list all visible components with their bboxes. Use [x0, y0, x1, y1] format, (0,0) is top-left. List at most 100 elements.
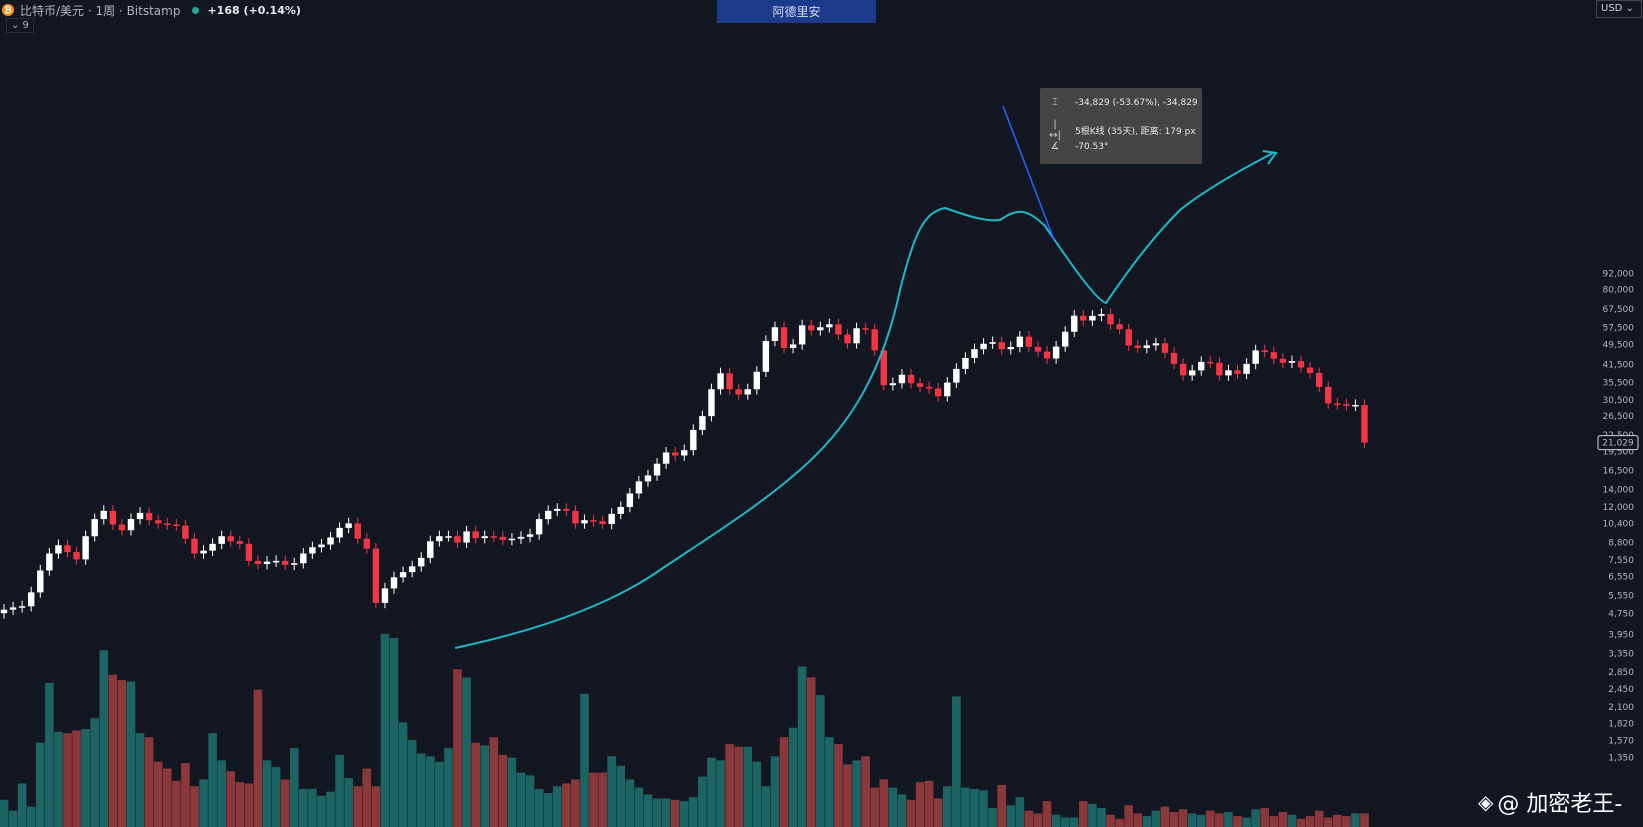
- price-axis[interactable]: 1,350 1,570 1,820 2,100 2,450 2,850 3,350 3,950…: [1597, 269, 1639, 764]
- volume-bar: [435, 761, 444, 827]
- volume-bar: [480, 745, 490, 827]
- candle-body: [55, 545, 62, 554]
- candle: [481, 530, 488, 544]
- volume-bar: [834, 744, 843, 827]
- volume-bar: [743, 746, 753, 827]
- candle: [399, 566, 407, 583]
- volume-bar: [616, 765, 626, 827]
- candle-body: [136, 512, 144, 520]
- candle-body: [408, 566, 416, 573]
- candle-body: [989, 342, 996, 344]
- candle: [164, 517, 171, 530]
- volume-bar: [1332, 814, 1342, 827]
- candle-body: [1152, 343, 1160, 346]
- volume-bar: [226, 771, 236, 827]
- volume-bar: [416, 753, 426, 827]
- volume-bar: [734, 746, 743, 827]
- candle-body: [617, 506, 624, 514]
- volume-bar: [1151, 810, 1161, 827]
- indicator-toggle-button[interactable]: ⌄ 9: [6, 18, 34, 33]
- candle: [808, 319, 815, 336]
- candle: [1016, 331, 1024, 353]
- volume-bar: [933, 798, 943, 827]
- candle-body: [427, 541, 434, 558]
- volume-bar: [235, 782, 245, 827]
- volume-bar: [924, 780, 934, 827]
- volume-bar: [534, 788, 544, 827]
- candle: [91, 513, 98, 542]
- symbol-title[interactable]: 比特币/美元 · 1周 · Bitstamp: [20, 3, 181, 18]
- candle-body: [1343, 404, 1350, 406]
- candle: [545, 505, 552, 525]
- candle: [472, 525, 479, 544]
- candle: [1198, 356, 1205, 376]
- cyan-path-drawing[interactable]: [454, 151, 1276, 649]
- candle: [427, 535, 434, 564]
- volume-bar: [1351, 813, 1360, 827]
- candle: [209, 538, 216, 556]
- candle-body: [554, 508, 561, 511]
- candle: [1225, 364, 1232, 381]
- candle-body: [28, 592, 35, 607]
- volume-bar: [8, 810, 18, 827]
- candle-body: [944, 382, 951, 397]
- candle: [635, 475, 643, 499]
- volume-bar: [1269, 816, 1279, 827]
- candle: [127, 513, 135, 536]
- candle: [1261, 344, 1268, 358]
- volume-bar: [761, 786, 771, 827]
- candle-body: [1043, 351, 1051, 359]
- volume-bar: [707, 757, 716, 827]
- candle: [372, 542, 380, 609]
- market-status-dot: [192, 6, 200, 14]
- candle: [1315, 367, 1323, 393]
- candle: [272, 555, 280, 567]
- candle-body: [789, 344, 797, 348]
- candle-body: [971, 349, 978, 358]
- y-tick-label: 1,820: [1608, 719, 1634, 729]
- candle: [662, 446, 670, 469]
- arrow-head-icon: [1262, 150, 1278, 165]
- candle: [826, 318, 833, 333]
- volume-bar: [72, 730, 81, 827]
- candle: [82, 530, 89, 565]
- measure-price-text: -34,829 (-53.67%), -34,829: [1075, 97, 1198, 108]
- candle-body: [826, 324, 833, 328]
- candle-body: [1052, 346, 1060, 359]
- candlesticks: [0, 308, 1368, 619]
- drawings[interactable]: [454, 105, 1278, 649]
- volume-bar: [17, 783, 27, 827]
- y-tick-label: 19,500: [1603, 447, 1635, 457]
- candle-body: [780, 327, 788, 348]
- top-banner-button[interactable]: 阿德里安: [717, 0, 876, 23]
- currency-select[interactable]: USD ⌄: [1596, 0, 1642, 18]
- angle-icon: ∡: [1050, 141, 1060, 152]
- candle: [998, 336, 1005, 355]
- candle: [1270, 346, 1277, 365]
- volume-bar: [126, 681, 136, 827]
- volume-bar: [1142, 816, 1152, 827]
- y-tick-label: 26,500: [1603, 412, 1635, 422]
- volume-bar: [806, 677, 816, 827]
- candle-body: [100, 510, 107, 520]
- candle-body: [717, 373, 724, 390]
- volume-bar: [752, 761, 762, 827]
- volume-bar: [689, 797, 698, 827]
- candle: [953, 363, 960, 388]
- candle: [980, 338, 987, 355]
- y-tick-label: 57,500: [1603, 323, 1635, 333]
- volume-bar: [380, 633, 390, 827]
- candle: [526, 528, 534, 543]
- volume-bar: [208, 733, 217, 827]
- trend-line[interactable]: [1002, 105, 1055, 241]
- candle: [345, 517, 352, 534]
- candle: [644, 469, 652, 487]
- price-change: +168 (+0.14%): [207, 3, 301, 17]
- volume-bar: [63, 733, 72, 827]
- candle: [1188, 364, 1196, 381]
- candle-body: [445, 536, 452, 538]
- volume-bar: [589, 772, 598, 827]
- y-tick-label: 2,850: [1608, 668, 1634, 678]
- measure-angle-text: -70.53°: [1075, 141, 1109, 152]
